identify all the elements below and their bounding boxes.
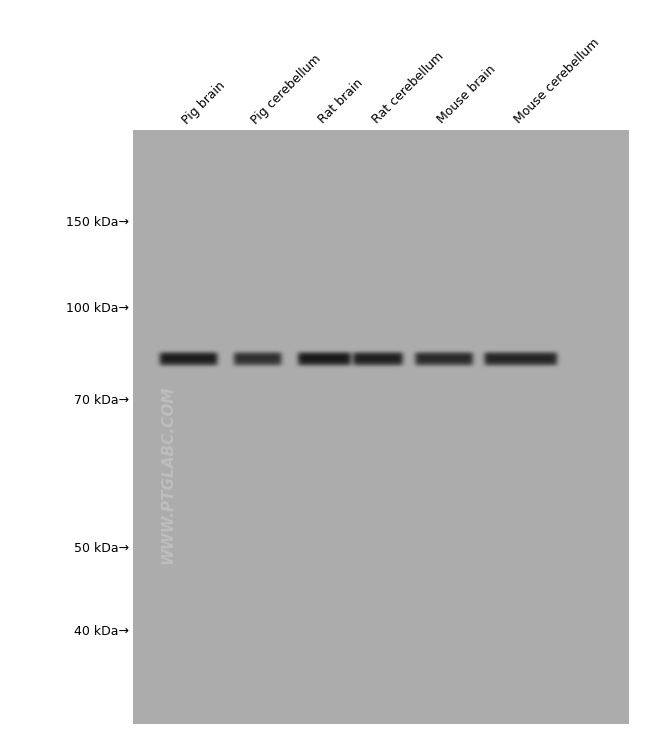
Text: 40 kDa→: 40 kDa→ [74,625,129,638]
Text: 50 kDa→: 50 kDa→ [74,542,129,555]
Text: Mouse cerebellum: Mouse cerebellum [512,37,603,127]
Text: 70 kDa→: 70 kDa→ [74,394,129,407]
Text: 150 kDa→: 150 kDa→ [66,216,129,229]
Bar [133,131,629,724]
Text: Mouse brain: Mouse brain [436,63,499,127]
Text: Rat brain: Rat brain [317,77,366,127]
Text: Rat cerebellum: Rat cerebellum [370,50,446,127]
Text: WWW.PTGLABC.COM: WWW.PTGLABC.COM [161,385,176,564]
Text: 100 kDa→: 100 kDa→ [66,302,129,315]
Text: Pig cerebellum: Pig cerebellum [250,51,324,127]
Text: Pig brain: Pig brain [180,78,228,127]
